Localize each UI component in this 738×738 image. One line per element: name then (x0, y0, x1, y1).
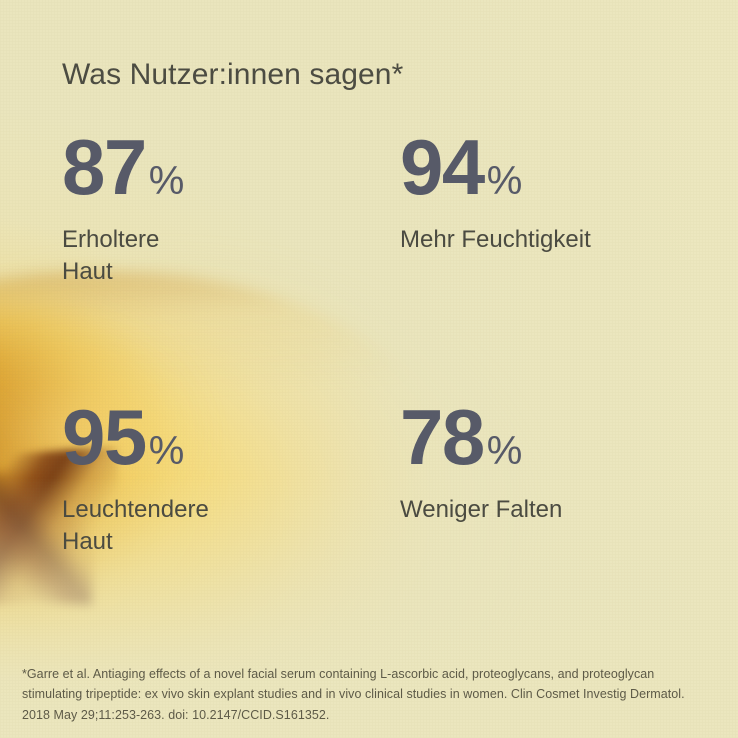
stat-label: Mehr Feuchtigkeit (400, 226, 591, 253)
stat-row: 87 % Erholtere Haut 94 % Mehr Feuchtigke… (0, 128, 738, 398)
stat-value: 78 % (400, 398, 738, 476)
stat-label: Weniger Falten (400, 496, 563, 523)
stat-percent-sign: % (148, 159, 185, 203)
stat-value: 87 % (62, 128, 350, 206)
footnote-citation: *Garre et al. Antiaging effects of a nov… (22, 667, 685, 722)
stat-number: 78 (400, 393, 485, 481)
stat-number: 87 (62, 123, 147, 211)
stats-grid-top: 87 % Erholtere Haut 94 % Mehr Feuchtigke… (0, 128, 738, 398)
stat-value: 95 % (62, 398, 350, 476)
stat-percent-sign: % (486, 429, 523, 473)
page-title: Was Nutzer:innen sagen* (62, 58, 404, 91)
stat-percent-sign: % (486, 159, 523, 203)
stats-grid-bottom: 95 % Leuchtendere Haut 78 % Weniger Falt… (0, 398, 738, 557)
stat-number: 94 (400, 123, 485, 211)
stat-percent-sign: % (148, 429, 185, 473)
stat-label: Erholtere Haut (62, 226, 160, 285)
stat-erholtere-haut: 87 % Erholtere Haut (0, 128, 350, 398)
stat-number: 95 (62, 393, 147, 481)
stat-weniger-falten: 78 % Weniger Falten (350, 398, 738, 557)
stat-value: 94 % (400, 128, 738, 206)
stat-row: 95 % Leuchtendere Haut 78 % Weniger Falt… (0, 398, 738, 557)
stat-label: Leuchtendere Haut (62, 496, 209, 555)
stat-leuchtendere-haut: 95 % Leuchtendere Haut (0, 398, 350, 557)
stat-mehr-feuchtigkeit: 94 % Mehr Feuchtigkeit (350, 128, 738, 398)
